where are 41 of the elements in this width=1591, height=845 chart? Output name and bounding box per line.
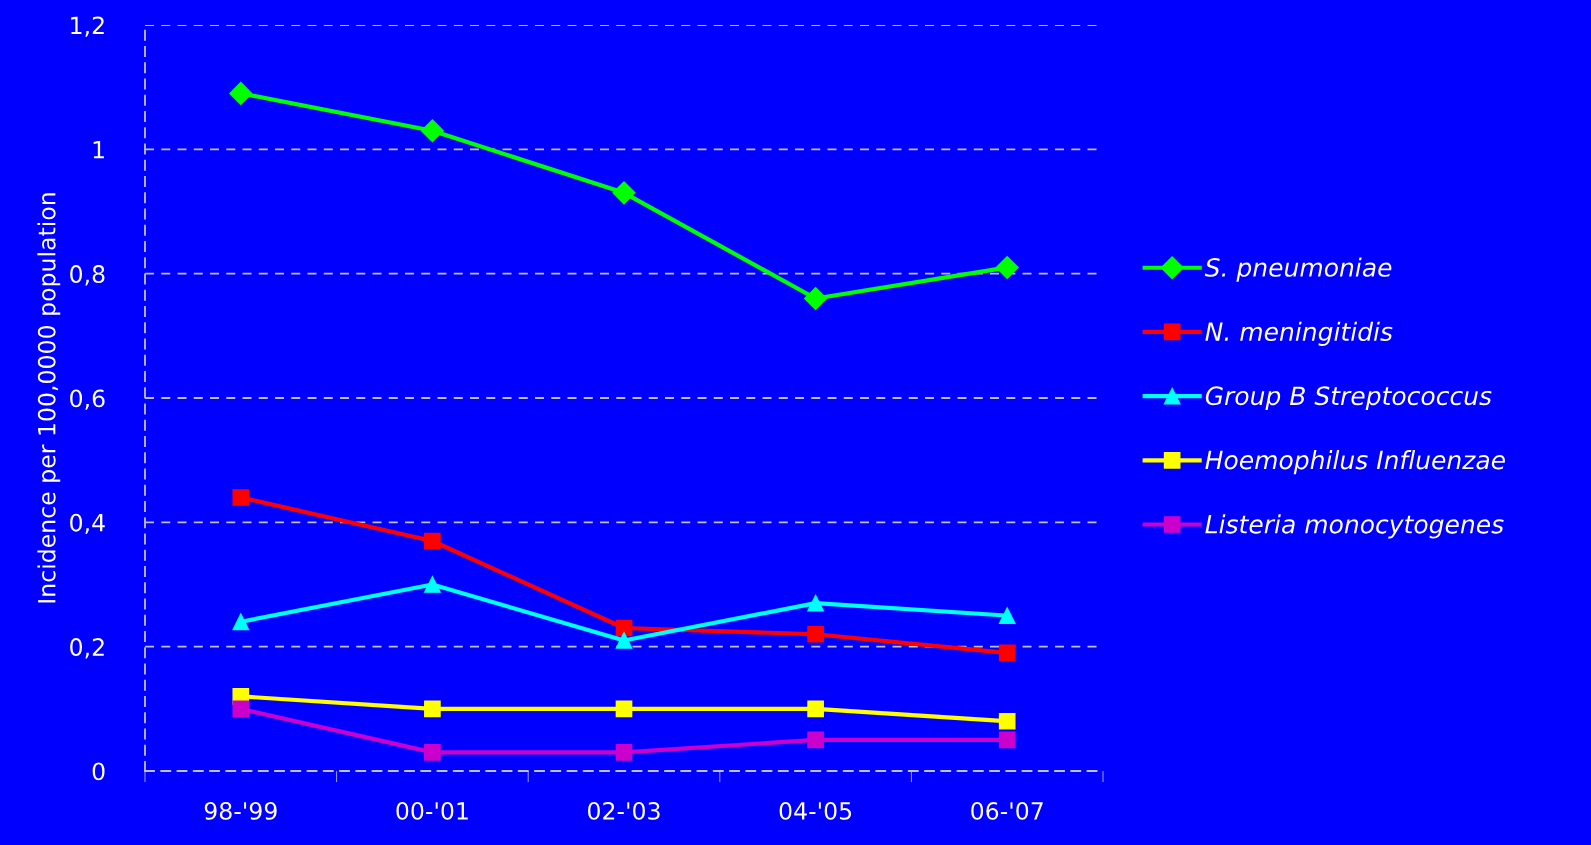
point	[615, 632, 633, 649]
point	[229, 81, 253, 105]
x-tick-label: 98-'99	[204, 801, 277, 820]
x-tick-label: 02-'03	[588, 801, 660, 820]
point	[232, 613, 250, 631]
point	[998, 712, 1016, 730]
point	[998, 644, 1016, 662]
legend-label: Hoemophilus Influenzae	[1205, 450, 1505, 475]
legend-label: N. meningitidis	[1205, 321, 1393, 346]
y-tick-label: 0,4	[70, 513, 105, 535]
point	[807, 700, 824, 718]
x-tick-label: 04-'05	[779, 801, 852, 820]
y-tick-label: 0,2	[70, 638, 104, 659]
point	[424, 532, 441, 550]
point	[615, 700, 633, 718]
point	[232, 489, 250, 506]
point	[807, 731, 824, 749]
point	[995, 255, 1019, 279]
point	[998, 607, 1016, 624]
x-tick-label: 00-'01	[396, 801, 468, 820]
y-tick-label: 0,6	[70, 389, 105, 410]
point	[807, 594, 824, 612]
point	[424, 576, 441, 593]
y-tick-label: 0	[92, 762, 105, 781]
point	[232, 700, 250, 718]
legend-label: Listeria monocytogenes	[1205, 514, 1504, 539]
point	[424, 744, 441, 761]
point	[998, 731, 1016, 749]
point	[424, 700, 441, 718]
point	[612, 181, 636, 205]
y-axis-title: Incidence per 100,0000 population	[37, 193, 61, 603]
point	[420, 119, 444, 143]
legend-label: Group B Streptococcus	[1205, 386, 1492, 411]
y-tick-label: 0,8	[70, 265, 105, 286]
y-tick-label: 1,2	[71, 16, 104, 37]
y-tick-label: 1	[93, 141, 104, 159]
point	[807, 625, 824, 643]
x-tick-label: 06-'07	[971, 801, 1043, 820]
point	[615, 744, 633, 761]
legend-label: S. pneumoniae	[1204, 257, 1392, 282]
point	[804, 287, 828, 311]
